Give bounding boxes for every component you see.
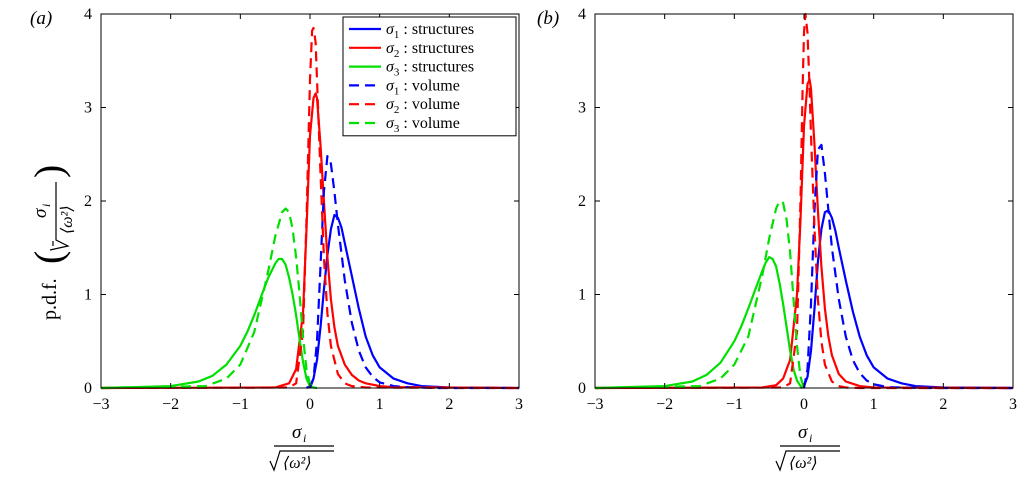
- series-line-5: [594, 12, 1013, 390]
- x-label-b-denominator: ⟨ω²⟩: [789, 455, 818, 472]
- y-tick-label: 2: [578, 193, 586, 210]
- legend-entry-label: σ1 : volume: [386, 77, 460, 97]
- legend-entry-label: σ3 : structures: [386, 59, 474, 79]
- x-tick-label: −3: [92, 396, 109, 413]
- series-line-1: [799, 209, 1014, 390]
- x-label-b-numerator: σ: [798, 422, 808, 443]
- panel-label-b: (b): [537, 8, 559, 29]
- series-line-6: [594, 199, 806, 390]
- y-tick-label: 3: [84, 100, 92, 117]
- series-line-4: [802, 143, 1013, 390]
- y-label-paren-right: ): [26, 165, 71, 178]
- x-tick-label: 1: [870, 396, 878, 413]
- axes-frame: [594, 13, 1014, 389]
- y-tick-label: 3: [578, 100, 586, 117]
- y-label-sqrt: [49, 182, 70, 251]
- legend-entry-label: σ1 : structures: [386, 21, 474, 41]
- legend-entry-label: σ2 : structures: [386, 40, 474, 60]
- series-line-6: [100, 207, 315, 390]
- x-tick-label: −2: [656, 396, 673, 413]
- x-label-a-numerator-sub: i: [303, 431, 306, 445]
- y-label-numerator-sub: i: [39, 204, 53, 207]
- y-tick-label: 4: [84, 6, 92, 23]
- x-tick-label: 2: [445, 396, 453, 413]
- x-tick-label: 3: [515, 396, 523, 413]
- y-axis-label: p.d.f. ( σ i ⟨ω²⟩ ): [26, 165, 76, 320]
- x-axis-label-a: σ i ⟨ω²⟩: [269, 422, 334, 472]
- y-tick-label: 4: [578, 6, 586, 23]
- x-label-a-sqrt: [269, 450, 334, 472]
- y-tick-label: 0: [84, 380, 92, 397]
- y-tick-label: 0: [578, 380, 586, 397]
- series-line-3: [594, 256, 805, 390]
- x-tick-label: −3: [586, 396, 603, 413]
- y-label-numerator: σ: [30, 208, 51, 218]
- x-tick-label: 1: [376, 396, 384, 413]
- x-tick-label: −1: [726, 396, 743, 413]
- y-label-text: p.d.f.: [39, 278, 61, 320]
- x-tick-label: −1: [232, 396, 249, 413]
- series-line-3: [100, 257, 318, 390]
- series-line-1: [305, 213, 520, 390]
- series-line-2: [100, 92, 520, 390]
- x-label-a-denominator: ⟨ω²⟩: [283, 455, 312, 472]
- x-axis-label-b: σ i ⟨ω²⟩: [775, 422, 840, 472]
- x-tick-label: 2: [939, 396, 947, 413]
- y-tick-label: 1: [84, 287, 92, 304]
- panel-label-a: (a): [30, 8, 52, 29]
- y-tick-label: 2: [84, 193, 92, 210]
- x-label-b-sqrt: [775, 450, 840, 472]
- legend-box: [342, 16, 517, 137]
- x-label-a-numerator: σ: [292, 422, 302, 443]
- x-label-b-numerator-sub: i: [809, 431, 812, 445]
- series-line-4: [308, 155, 519, 390]
- x-tick-label: 0: [800, 396, 808, 413]
- x-tick-label: 3: [1009, 396, 1017, 413]
- panel-a: −3 −2 −1 0 1 2 3 0 1 2 3 4: [84, 6, 523, 413]
- legend-entry-label: σ2 : volume: [386, 96, 460, 116]
- y-tick-label: 1: [578, 287, 586, 304]
- series-line-2: [594, 78, 1014, 390]
- legend-entry-label: σ3 : volume: [386, 115, 460, 135]
- x-tick-label: 0: [306, 396, 314, 413]
- y-label-paren-left: (: [26, 251, 71, 264]
- x-tick-label: −2: [162, 396, 179, 413]
- panel-b: −3 −2 −1 0 1 2 3 0 1 2 3 4: [578, 6, 1017, 413]
- y-label-denominator: ⟨ω²⟩: [59, 205, 76, 234]
